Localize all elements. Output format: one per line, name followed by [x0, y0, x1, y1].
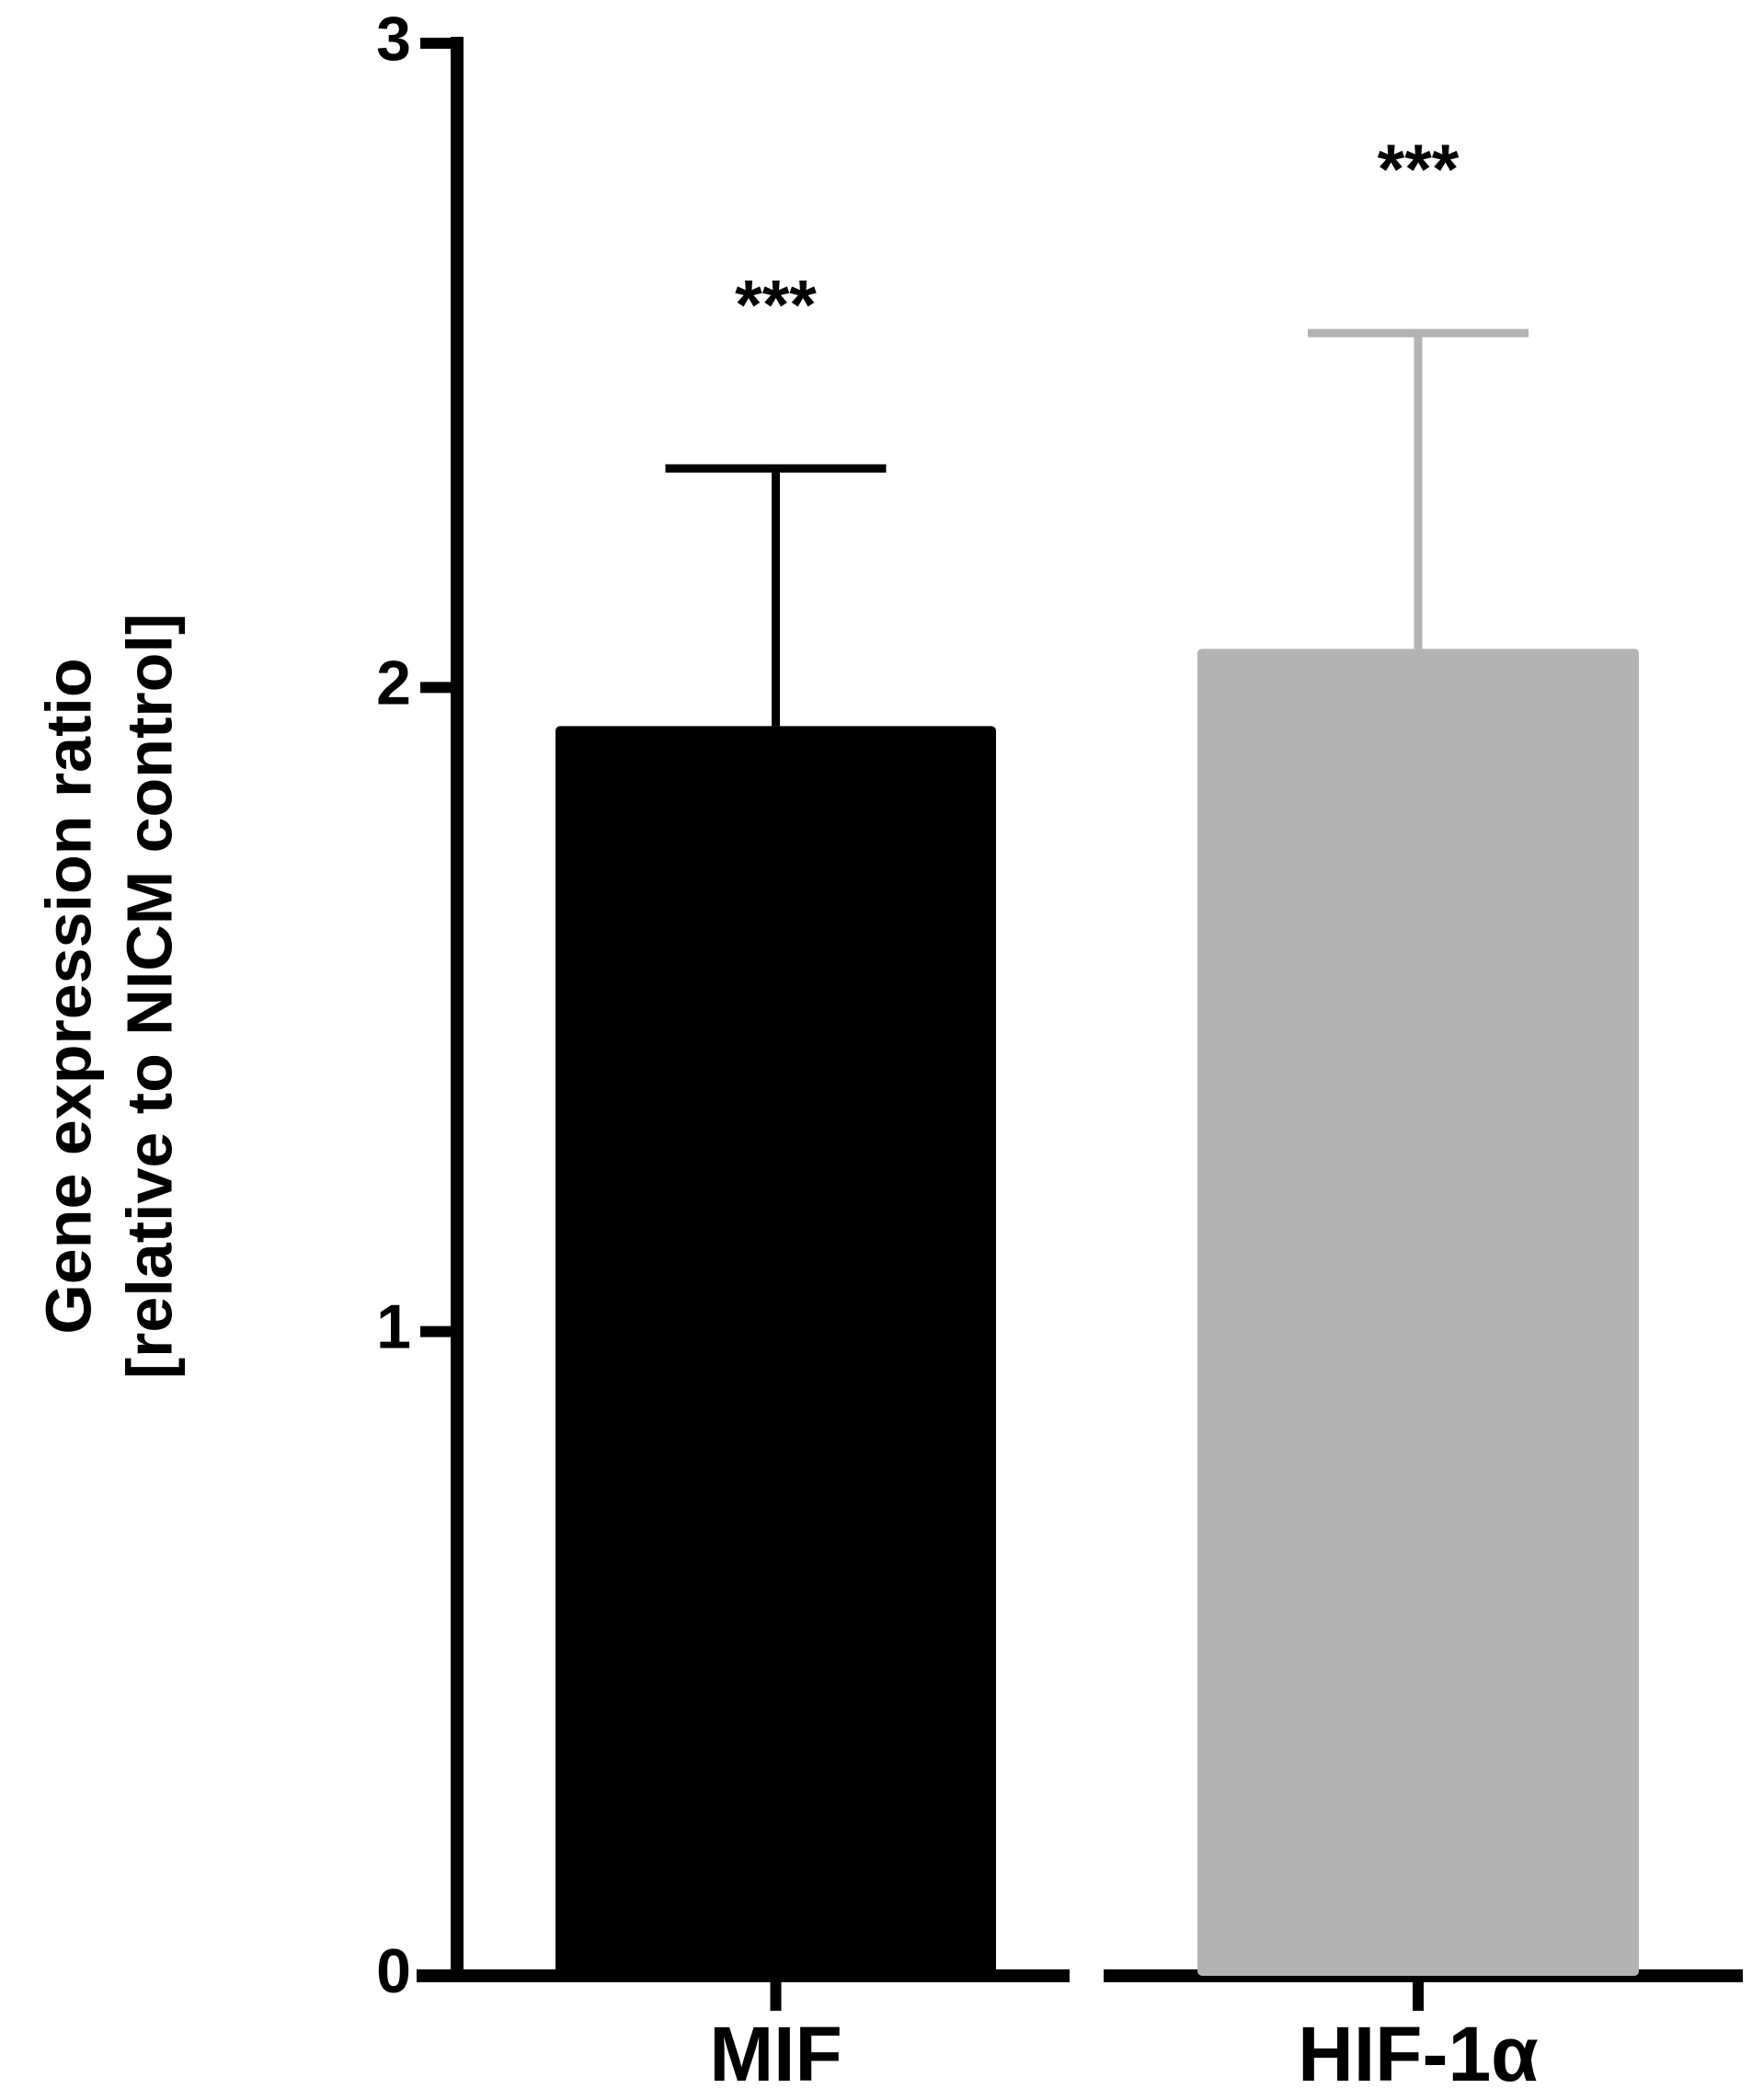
bar [555, 726, 996, 1977]
significance-label: *** [1378, 131, 1460, 209]
x-tick-label: MIF [709, 2011, 842, 2097]
y-axis-label: Gene expression ratio [32, 658, 104, 1334]
y-label-line-1-group: Gene expression ratio [32, 658, 104, 1334]
y-tick-label: 0 [376, 1936, 411, 2006]
y-axis-label: [relative to NICM control] [113, 614, 185, 1379]
y-tick-label: 3 [376, 4, 411, 74]
bar [1197, 648, 1639, 1976]
y-tick-label: 2 [376, 648, 411, 717]
x-tick-label: HIF-1α [1298, 2011, 1539, 2097]
y-label-line-2-group: [relative to NICM control] [113, 614, 185, 1379]
y-tick-label: 1 [376, 1292, 411, 1362]
significance-label: *** [735, 266, 817, 344]
